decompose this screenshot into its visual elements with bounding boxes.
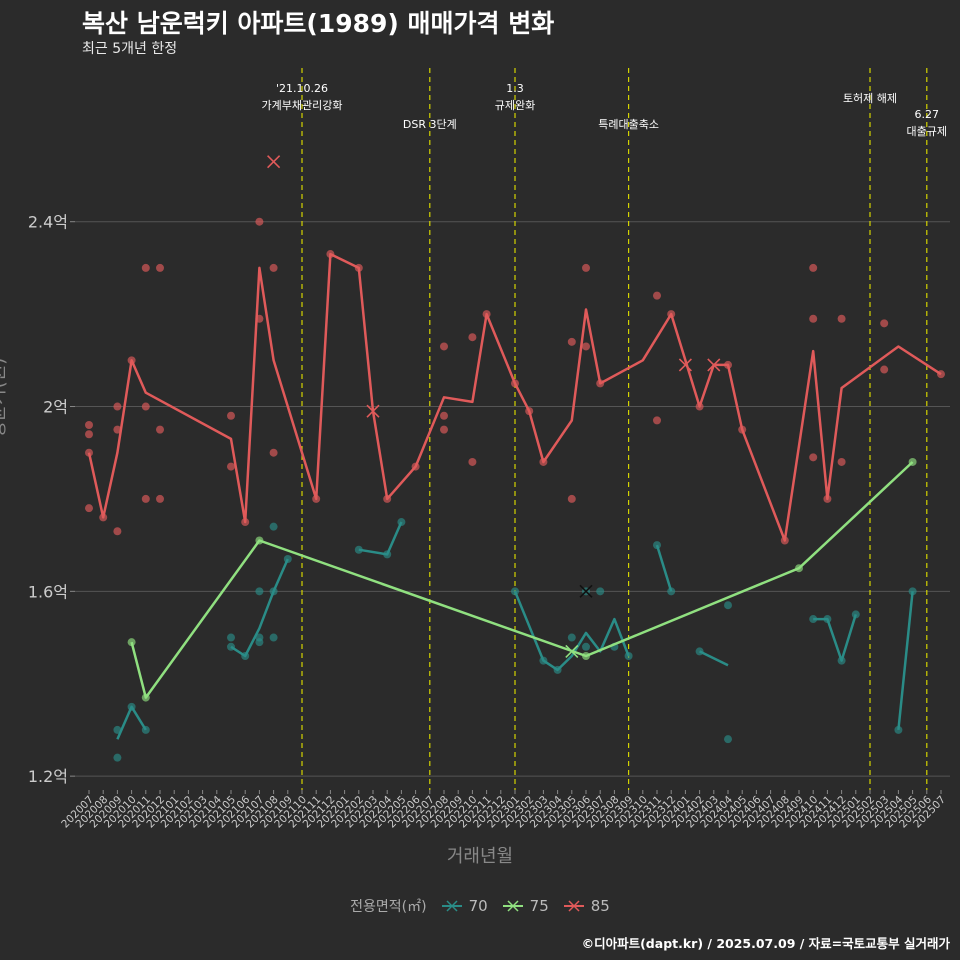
series-85-point	[809, 263, 818, 272]
series-70-point	[227, 633, 235, 642]
x-axis-label: 거래년월	[446, 846, 514, 867]
event-label: 1.3	[506, 82, 524, 95]
legend-key-85	[563, 900, 584, 912]
series-85-point	[227, 411, 235, 420]
series-75-line	[130, 461, 914, 699]
series-85-point	[880, 319, 889, 328]
series-85-point	[837, 314, 846, 323]
series-70-line	[230, 558, 289, 658]
series-85-point	[141, 402, 150, 411]
gridlines	[75, 221, 950, 777]
event-label: 대출규제	[907, 125, 947, 138]
series-70-line	[813, 614, 857, 662]
series-85-cross-marker	[366, 404, 380, 418]
series-85-point	[255, 217, 264, 226]
series-70-line	[897, 591, 914, 731]
series-70-point	[255, 587, 264, 596]
series-70-point	[596, 587, 605, 596]
series-85-point	[85, 430, 93, 439]
series-85-point	[837, 457, 846, 466]
series-85-point	[468, 333, 477, 342]
series-85-point	[227, 462, 235, 471]
legend-key-70	[441, 900, 462, 912]
series-85-point	[269, 448, 278, 457]
series-85-cross-marker	[267, 155, 281, 169]
series-75-point	[127, 638, 136, 647]
event-label: 토허제 해제	[843, 91, 897, 105]
legend: 전용면적(㎡) 70 75 85	[0, 896, 960, 916]
series-70-point	[269, 522, 278, 531]
event-label: 규제완화	[495, 99, 535, 112]
series-70-cross-marker	[579, 584, 593, 598]
series-75-cross-marker	[565, 644, 579, 658]
series-70-point	[582, 642, 590, 651]
series-85-point	[440, 425, 448, 434]
legend-label-70: 70	[468, 897, 488, 915]
event-label: '21.10.26	[276, 82, 328, 95]
y-tick-label: 2.4억	[28, 213, 68, 232]
series-85-point	[653, 291, 661, 300]
series-85-point	[141, 263, 150, 272]
series-85-point	[567, 337, 576, 346]
y-tick-labels: 1.2억 1.6억 2억 2.4억	[28, 213, 75, 786]
series-layer	[85, 155, 945, 762]
chart-subtitle: 최근 5개년 한정	[82, 41, 178, 57]
series-85-point	[85, 421, 93, 429]
legend-item-70: 70	[441, 897, 488, 915]
series-70-point	[567, 633, 576, 642]
series-85-point	[809, 314, 818, 323]
series-85-point	[440, 342, 448, 351]
series-70-line	[655, 544, 673, 592]
y-tick-label: 1.2억	[28, 767, 68, 786]
event-label: 6.27	[915, 108, 940, 121]
series-85-point	[141, 494, 150, 503]
legend-title: 전용면적(㎡)	[350, 899, 427, 915]
series-85-point	[440, 411, 448, 420]
source-caption: ©디아파트(dapt.kr) / 2025.07.09 / 자료=국토교통부 실…	[581, 936, 950, 951]
series-70-line	[116, 705, 147, 740]
series-85-point	[653, 416, 661, 425]
series-85-cross-marker	[678, 358, 692, 372]
series-70-line	[513, 590, 630, 672]
legend-label-75: 75	[529, 897, 549, 915]
series-70-line	[358, 521, 403, 556]
series-85-line	[87, 252, 942, 542]
series-70-point	[269, 633, 278, 642]
series-85-point	[582, 263, 590, 272]
series-85-point	[113, 402, 122, 411]
series-85-point	[468, 457, 477, 466]
x-tick-labels: 2020072020082020092020102020112020122021…	[59, 790, 948, 830]
series-70-point	[724, 601, 732, 610]
legend-key-75	[502, 900, 523, 912]
series-85-point	[582, 342, 590, 351]
y-tick-label: 2억	[43, 398, 68, 417]
series-85-cross-marker	[707, 358, 721, 372]
series-85-point	[880, 365, 889, 374]
series-70-point	[724, 735, 732, 744]
series-70-point	[894, 725, 903, 734]
series-85-point	[567, 494, 576, 503]
chart-title: 복산 남운럭키 아파트(1989) 매매가격 변화	[82, 9, 555, 38]
legend-item-85: 85	[563, 897, 610, 915]
event-label: DSR 3단계	[403, 118, 457, 131]
y-tick-label: 1.6억	[28, 582, 68, 601]
series-70-point	[113, 753, 122, 762]
series-85-point	[85, 504, 93, 513]
legend-label-85: 85	[590, 897, 610, 915]
series-70-line	[699, 650, 729, 667]
series-70-point	[667, 587, 676, 596]
series-85-point	[113, 527, 122, 536]
series-85-point	[156, 263, 164, 272]
series-85-point	[809, 453, 818, 462]
legend-item-75: 75	[502, 897, 549, 915]
series-70-point	[255, 638, 264, 647]
series-85-point	[156, 425, 164, 434]
event-label: 가계부채관리강화	[262, 99, 343, 112]
event-label: 특례대출축소	[598, 118, 659, 131]
series-85-point	[156, 494, 164, 503]
series-85-point	[269, 263, 278, 272]
